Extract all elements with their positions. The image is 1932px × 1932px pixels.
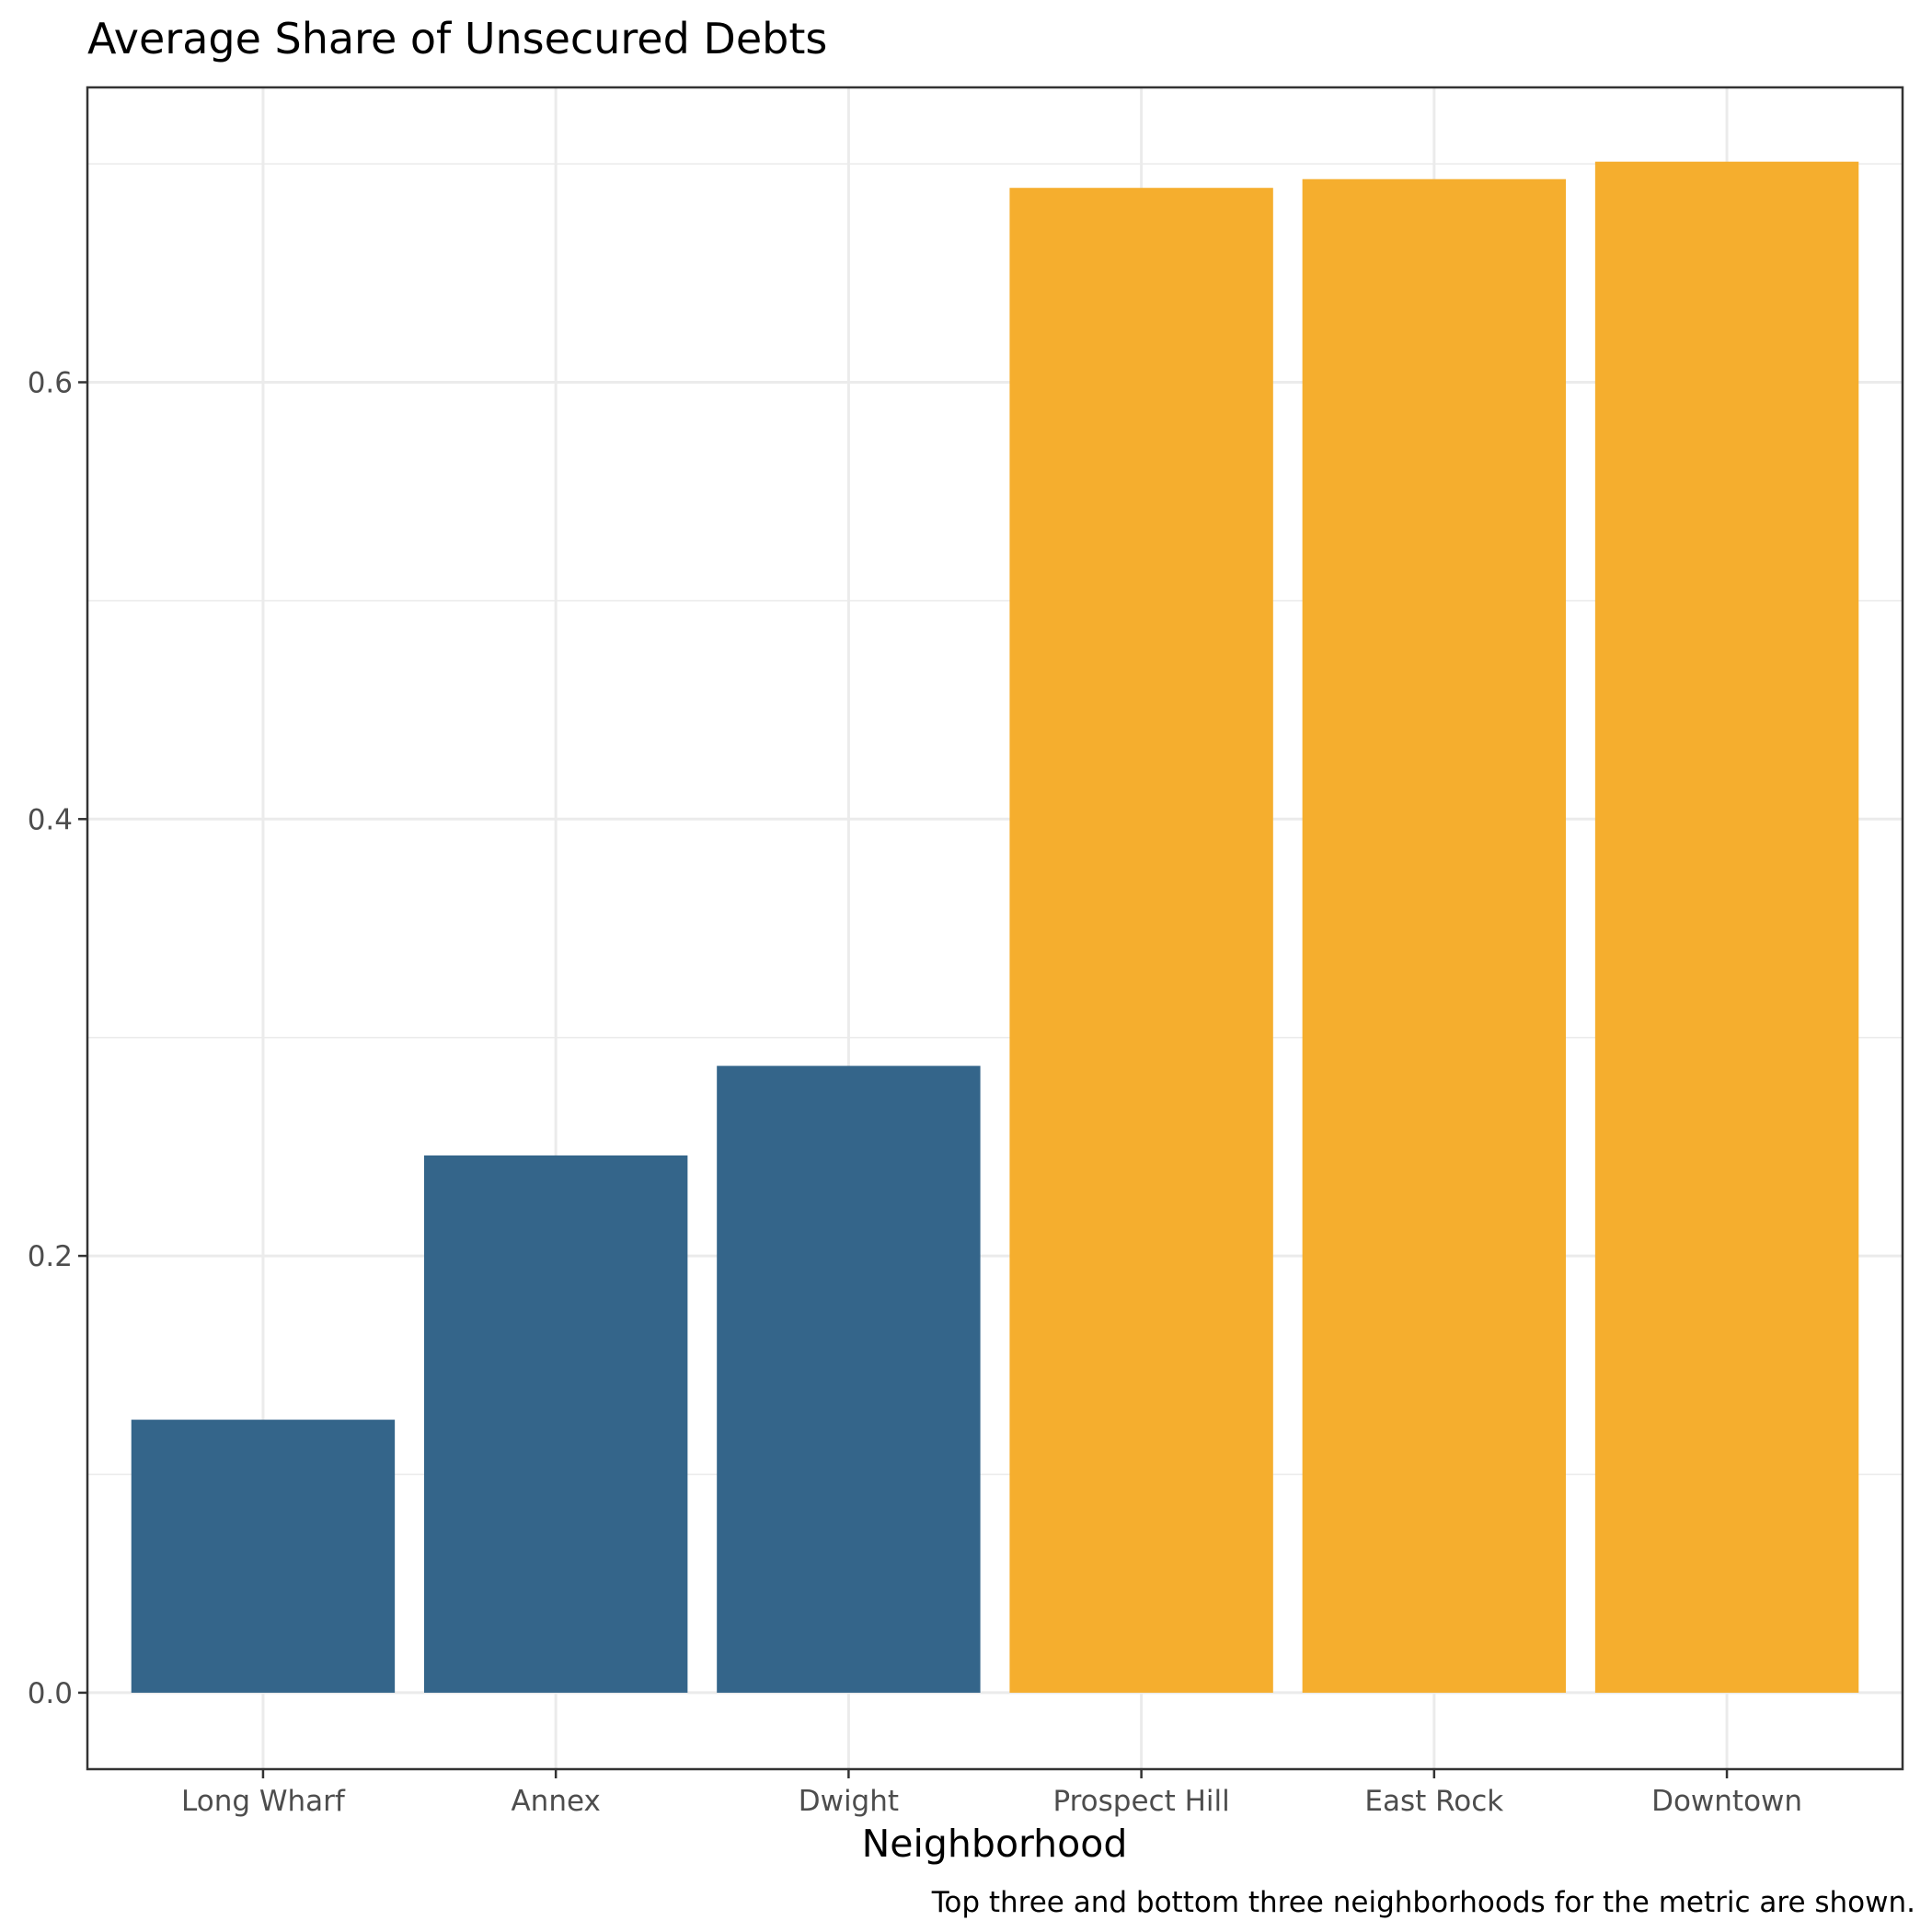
x-axis-title: Neighborhood (862, 1822, 1128, 1866)
bar-dwight (717, 1065, 981, 1693)
bar-prospect-hill (1009, 188, 1273, 1693)
x-tick-label: Downtown (1651, 1785, 1802, 1818)
x-tick-label: East Rock (1364, 1785, 1503, 1818)
chart-caption: Top three and bottom three neighborhoods… (931, 1886, 1915, 1919)
x-tick-label: Prospect Hill (1052, 1785, 1229, 1818)
chart-title: Average Share of Unsecured Debts (87, 14, 827, 63)
y-tick-label: 0.4 (28, 803, 73, 836)
x-axis: Long Wharf Annex Dwight Prospect Hill East R… (181, 1769, 1802, 1818)
x-tick-label: Dwight (799, 1785, 899, 1818)
y-tick-label: 0.0 (28, 1677, 73, 1710)
y-axis: 0.0 0.2 0.4 0.6 (28, 366, 87, 1710)
bar-long-wharf (131, 1420, 396, 1693)
bar-annex (423, 1155, 688, 1693)
bars (131, 161, 1859, 1693)
plot-border (86, 86, 1904, 1771)
y-tick-label: 0.6 (28, 366, 73, 399)
x-tick-label: Long Wharf (181, 1785, 346, 1818)
y-tick-label: 0.2 (28, 1240, 73, 1273)
x-tick-label: Annex (511, 1785, 600, 1818)
bar-downtown (1594, 161, 1859, 1693)
bar-east-rock (1302, 178, 1567, 1693)
